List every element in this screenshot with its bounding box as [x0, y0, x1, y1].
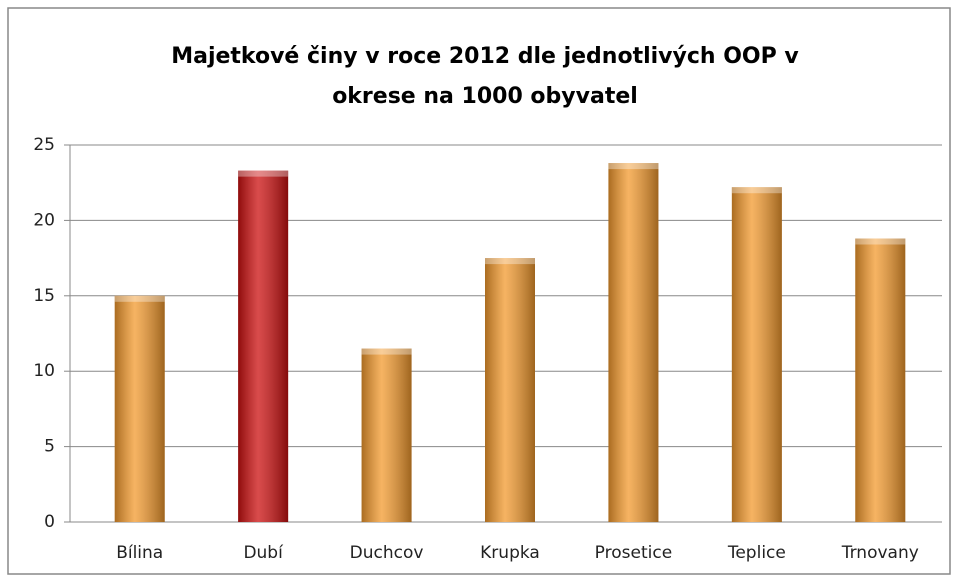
x-tick-label: Prosetice — [595, 543, 672, 563]
x-tick-label: Trnovany — [841, 543, 919, 563]
y-tick-label: 10 — [33, 361, 55, 381]
bar-shade — [485, 258, 535, 522]
bar-shade — [608, 163, 659, 522]
x-tick-label: Teplice — [727, 543, 786, 563]
bar-shade — [361, 348, 412, 522]
chart-title: Majetkové činy v roce 2012 dle jednotliv… — [171, 44, 799, 69]
bar-cap — [485, 258, 535, 265]
bar-shade — [731, 187, 782, 522]
x-tick-label: Krupka — [480, 543, 540, 563]
y-tick-label: 20 — [33, 210, 55, 230]
x-tick-label: Dubí — [243, 543, 284, 563]
bar-shade — [855, 238, 906, 522]
chart-title: okrese na 1000 obyvatel — [332, 84, 638, 109]
x-tick-label: Duchcov — [350, 543, 424, 563]
bar-cap — [731, 187, 782, 194]
bar-shade — [238, 170, 289, 523]
bar-cap — [608, 163, 659, 170]
bar-cap — [361, 348, 412, 355]
bar-shade — [114, 295, 165, 522]
y-tick-label: 15 — [33, 286, 55, 306]
y-tick-label: 0 — [44, 512, 55, 532]
bar-cap — [855, 238, 906, 245]
bar-cap — [238, 170, 289, 177]
bar-cap — [114, 295, 165, 302]
y-tick-label: 5 — [44, 437, 55, 457]
chart-frame — [7, 7, 951, 575]
x-tick-label: Bílina — [116, 543, 163, 563]
y-tick-label: 25 — [33, 135, 55, 155]
